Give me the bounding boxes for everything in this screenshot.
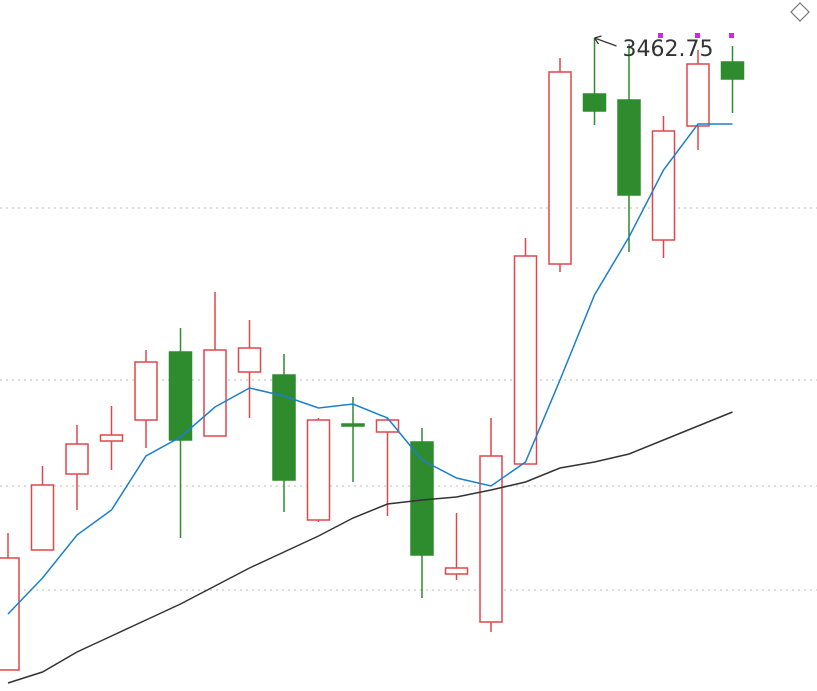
candle-body	[582, 93, 607, 112]
candle-body	[134, 361, 158, 421]
candle-body	[65, 443, 89, 475]
candle-body	[375, 419, 400, 433]
candle-body	[720, 61, 745, 80]
moving-average-line	[7, 123, 733, 615]
candle-body	[479, 455, 503, 623]
candle-body	[651, 130, 676, 241]
candle-body	[237, 347, 262, 373]
marker	[658, 33, 663, 38]
marker	[695, 33, 700, 38]
candle-body	[513, 255, 538, 465]
candle-body	[30, 484, 55, 551]
diamond-icon[interactable]	[790, 2, 810, 22]
candle-body	[99, 434, 124, 442]
candle-body	[203, 349, 227, 437]
candle-body	[168, 351, 193, 441]
annotation-arrow	[594, 35, 617, 47]
markers	[658, 33, 734, 38]
candle-body	[341, 423, 365, 427]
plot: 3462.75	[0, 35, 817, 684]
candle-body	[272, 374, 296, 481]
candle-body	[0, 557, 20, 671]
candle-body	[686, 63, 710, 127]
candle-body	[306, 419, 331, 521]
moving-average-line	[7, 411, 733, 684]
marker	[729, 33, 734, 38]
candle-body	[548, 71, 572, 265]
annotation-label: 3462.75	[623, 37, 714, 62]
candle-body	[617, 99, 641, 196]
candle-body	[444, 567, 469, 575]
